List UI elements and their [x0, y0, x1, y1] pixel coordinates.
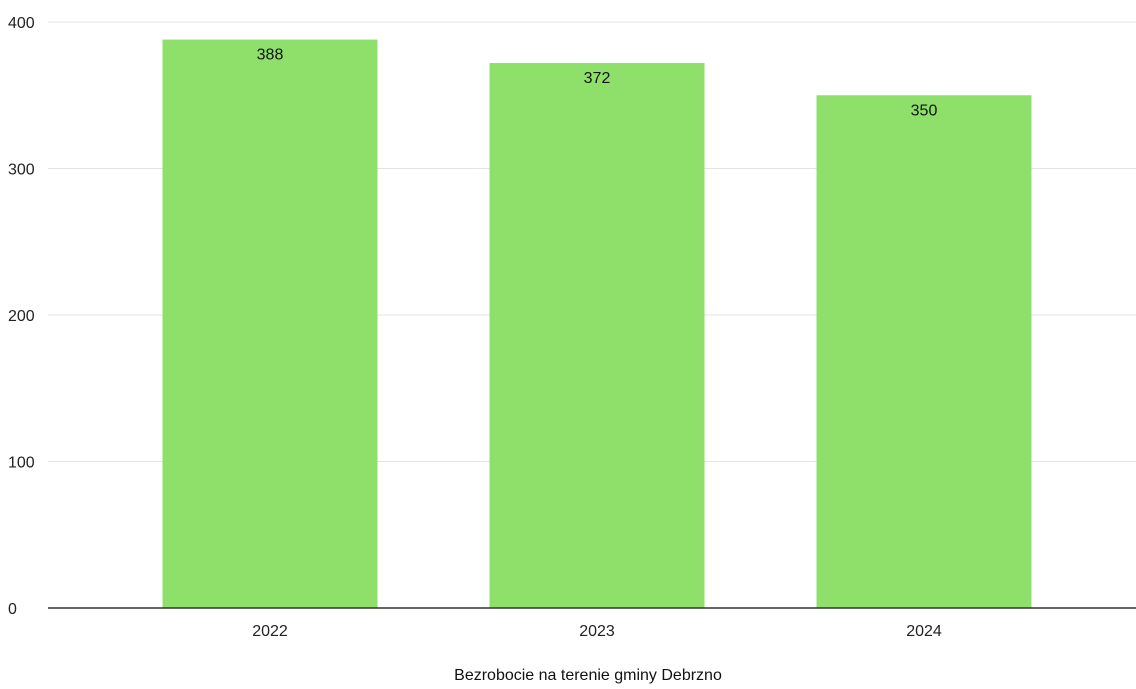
bars	[162, 39, 1032, 608]
data-label-2024: 350	[911, 102, 938, 119]
x-tick-label-2024: 2024	[906, 623, 942, 640]
x-tick-label-2022: 2022	[252, 623, 288, 640]
data-labels: 388 372 350	[257, 47, 938, 120]
y-tick-label: 400	[8, 15, 35, 32]
data-label-2022: 388	[257, 47, 284, 64]
bar-2024	[816, 95, 1032, 608]
y-tick-label: 100	[8, 455, 35, 472]
bar-2023	[489, 63, 705, 608]
data-label-2023: 372	[584, 70, 611, 87]
x-tick-label-2023: 2023	[579, 623, 615, 640]
y-tick-label: 300	[8, 162, 35, 179]
y-axis-ticks: 0 100 200 300 400	[8, 15, 35, 618]
x-axis-ticks: 2022 2023 2024	[252, 623, 942, 640]
bar-2022	[162, 39, 378, 608]
y-tick-label: 0	[8, 601, 17, 618]
y-tick-label: 200	[8, 308, 35, 325]
x-axis-title: Bezrobocie na terenie gminy Debrzno	[454, 667, 722, 684]
